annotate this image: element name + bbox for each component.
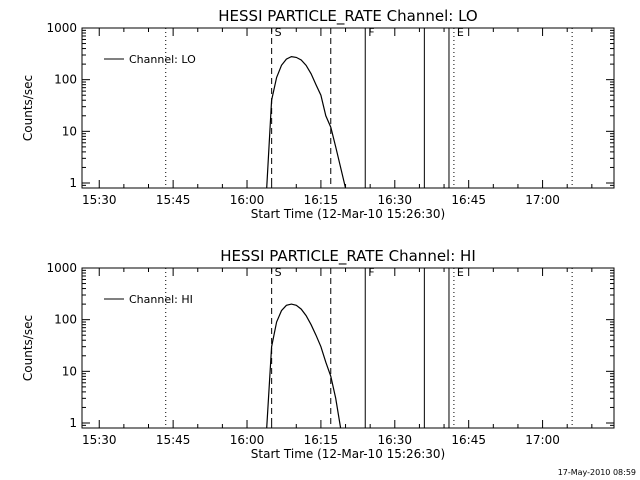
x-tick-label: 16:15: [304, 433, 339, 447]
series-line: [266, 303, 342, 429]
event-marker-label: F: [368, 26, 374, 39]
x-tick-label: 16:30: [377, 433, 412, 447]
legend-entry: Channel: HI: [129, 293, 193, 306]
y-axis-label: Counts/sec: [21, 315, 35, 381]
chart-panel-0: HESSI PARTICLE_RATE Channel: LO 1 10 100 100…: [21, 7, 615, 221]
x-tick-label: 17:00: [525, 433, 560, 447]
plot-frame: [81, 27, 615, 189]
series-line: [266, 55, 347, 189]
event-marker-label: F: [368, 266, 374, 279]
legend-entry: Channel: LO: [129, 53, 196, 66]
x-tick-label: 15:30: [82, 193, 117, 207]
event-marker-label: S: [275, 26, 282, 39]
x-tick-label: 15:30: [82, 433, 117, 447]
y-tick-label: 1: [69, 176, 77, 190]
x-tick-label: 16:30: [377, 193, 412, 207]
y-tick-label: 1000: [46, 21, 77, 35]
x-tick-label: 16:45: [451, 193, 486, 207]
datestamp: 17-May-2010 08:59: [557, 468, 636, 477]
x-tick-label: 17:00: [525, 193, 560, 207]
x-tick-label: 15:45: [156, 193, 191, 207]
x-tick-label: 15:45: [156, 433, 191, 447]
event-marker-label: E: [457, 26, 464, 39]
y-tick-label: 1: [69, 416, 77, 430]
x-tick-label: 16:00: [230, 193, 265, 207]
chart-title: HESSI PARTICLE_RATE Channel: LO: [218, 7, 477, 26]
x-axis-label: Start Time (12-Mar-10 15:26:30): [251, 447, 445, 461]
plot-frame: [81, 267, 615, 429]
x-tick-label: 16:45: [451, 433, 486, 447]
x-axis-label: Start Time (12-Mar-10 15:26:30): [251, 207, 445, 221]
y-tick-label: 100: [54, 313, 77, 327]
chart-panel-1: HESSI PARTICLE_RATE Channel: HI 1 10 100 100…: [21, 247, 615, 461]
y-tick-label: 10: [62, 364, 77, 378]
x-tick-label: 16:15: [304, 193, 339, 207]
chart-title: HESSI PARTICLE_RATE Channel: HI: [220, 247, 476, 266]
event-marker-label: E: [457, 266, 464, 279]
event-marker-label: S: [275, 266, 282, 279]
y-tick-label: 10: [62, 124, 77, 138]
y-tick-label: 100: [54, 73, 77, 87]
y-axis-label: Counts/sec: [21, 75, 35, 141]
y-tick-label: 1000: [46, 261, 77, 275]
x-tick-label: 16:00: [230, 433, 265, 447]
